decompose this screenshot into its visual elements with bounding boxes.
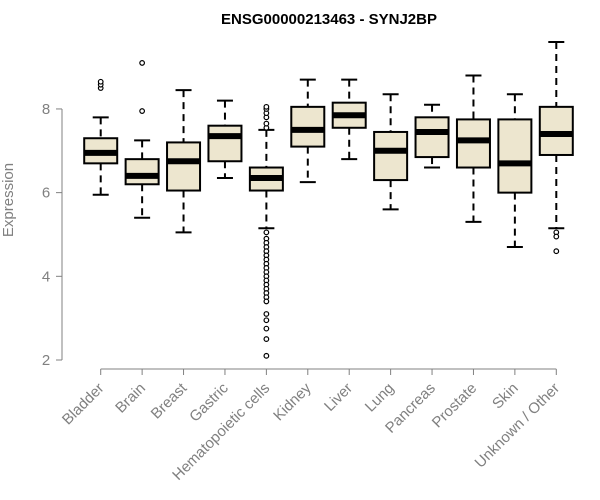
box-pancreas — [414, 103, 450, 169]
iqr-box — [373, 130, 409, 182]
x-tick-label: Lung — [362, 380, 398, 416]
iqr-box — [455, 118, 491, 169]
iqr-box — [207, 124, 243, 163]
outlier-point — [263, 229, 270, 236]
box-hematopoietic-cells — [248, 103, 284, 359]
x-tick-label: Breast — [148, 379, 191, 422]
box-kidney — [290, 78, 326, 184]
outlier-point — [139, 60, 146, 66]
y-axis: 2 4 6 8 — [42, 101, 63, 369]
x-tick-label: Liver — [321, 380, 356, 415]
outlier-point — [263, 120, 270, 127]
outlier-point — [263, 298, 270, 305]
outlier-point — [139, 108, 146, 114]
outlier-point — [553, 248, 560, 255]
box-gastric — [207, 99, 243, 179]
y-tick-label: 2 — [42, 352, 50, 369]
box-lung — [373, 93, 409, 211]
box-brain — [124, 60, 160, 219]
box-liver — [331, 78, 367, 161]
iqr-box — [166, 141, 202, 192]
y-tick-label: 4 — [42, 268, 50, 285]
iqr-box — [414, 116, 450, 159]
box-skin — [497, 93, 533, 249]
y-tick-label: 6 — [42, 185, 50, 202]
iqr-box — [497, 118, 533, 194]
x-tick-label: Bladder — [59, 380, 108, 429]
outlier-point — [97, 78, 104, 85]
x-tick-label: Kidney — [270, 379, 315, 424]
box-unknown-other — [538, 41, 574, 255]
outlier-point — [263, 325, 270, 332]
x-tick-label: Skin — [489, 380, 522, 413]
x-tick-label: Brain — [112, 380, 149, 417]
iqr-box — [290, 105, 326, 148]
iqr-box — [538, 105, 574, 156]
boxes-group — [83, 41, 574, 359]
iqr-box — [124, 158, 160, 186]
x-tick-label: Prostate — [429, 380, 481, 432]
box-breast — [166, 89, 202, 234]
outlier-point — [263, 336, 270, 342]
outlier-point — [263, 103, 270, 110]
box-bladder — [83, 78, 119, 196]
outlier-point — [553, 233, 560, 240]
box-prostate — [455, 74, 491, 223]
y-axis-label: Expression — [0, 163, 17, 237]
outlier-point — [263, 352, 270, 359]
outlier-point — [263, 311, 270, 317]
outlier-point — [263, 317, 270, 324]
y-tick-label: 8 — [42, 101, 50, 118]
chart-title: ENSG00000213463 - SYNJ2BP — [221, 11, 437, 28]
